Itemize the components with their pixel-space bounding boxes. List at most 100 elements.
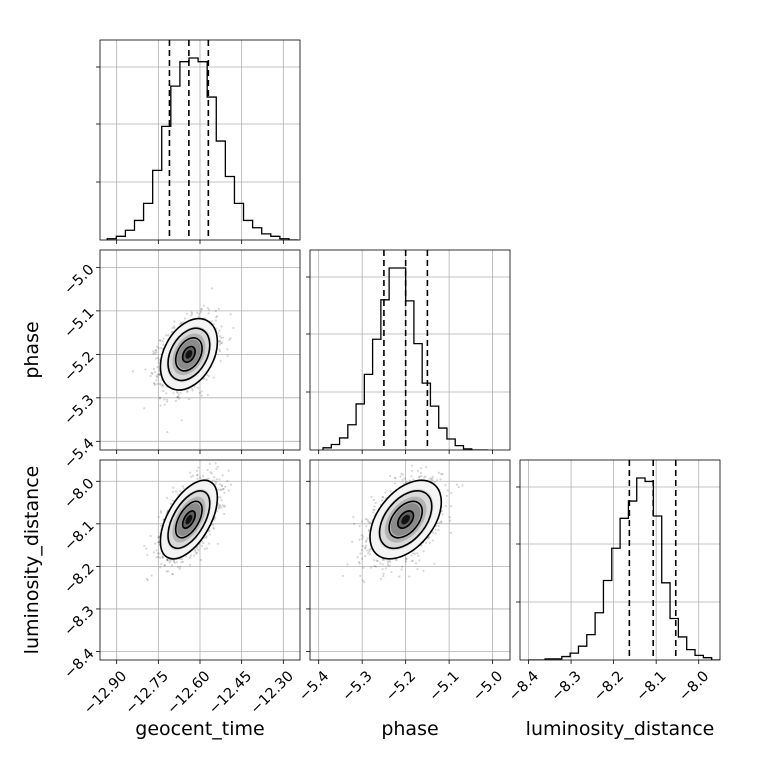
- scatter-point: [364, 547, 367, 550]
- scatter-point: [161, 555, 164, 558]
- scatter-point: [206, 393, 209, 397]
- scatter-point: [165, 558, 169, 562]
- scatter-point: [379, 577, 383, 581]
- scatter-point: [417, 476, 421, 479]
- scatter-point: [152, 382, 156, 385]
- scatter-point: [203, 547, 206, 551]
- scatter-point: [423, 476, 426, 479]
- scatter-point: [210, 320, 214, 323]
- scatter-point: [229, 313, 232, 316]
- axes-frame-2d-phase-vs-luminosity-distance: [309, 459, 511, 661]
- scatter-point: [200, 540, 204, 543]
- scatter-point: [408, 479, 411, 482]
- scatter-point: [449, 504, 453, 508]
- scatter-point: [368, 550, 371, 553]
- scatter-point: [428, 541, 431, 544]
- scatter-point: [176, 390, 179, 393]
- scatter-point: [202, 304, 206, 307]
- scatter-point: [179, 391, 182, 394]
- scatter-point: [381, 499, 384, 502]
- scatter-point: [386, 562, 390, 565]
- scatter-point: [226, 354, 229, 357]
- scatter-point: [157, 536, 160, 539]
- scatter-point: [188, 556, 192, 559]
- scatter-point: [352, 516, 355, 519]
- scatter-point: [181, 560, 184, 563]
- scatter-point: [399, 475, 402, 478]
- scatter-point: [222, 487, 225, 491]
- panel-hist-phase: [310, 250, 510, 450]
- scatter-point: [157, 373, 161, 376]
- x-axis-label-phase: phase: [381, 718, 438, 740]
- scatter-point: [155, 549, 158, 552]
- scatter-point: [440, 473, 443, 476]
- scatter-point: [207, 375, 210, 378]
- scatter-point: [156, 552, 159, 555]
- scatter-point: [215, 467, 218, 470]
- contour-line: [181, 345, 196, 363]
- scatter-point: [180, 419, 183, 422]
- scatter-point: [173, 561, 176, 565]
- scatter-point: [408, 575, 411, 578]
- scatter-point: [222, 487, 225, 491]
- scatter-point: [420, 467, 423, 470]
- scatter-point: [366, 549, 369, 552]
- scatter-point: [205, 536, 208, 539]
- scatter-point: [381, 563, 384, 566]
- scatter-point: [190, 311, 193, 314]
- histogram-step-luminosity_distance: [528, 477, 720, 660]
- scatter-point: [229, 483, 233, 486]
- scatter-point: [384, 491, 387, 494]
- scatter-point: [209, 471, 212, 474]
- scatter-point: [368, 521, 371, 524]
- scatter-point: [208, 308, 211, 311]
- scatter-point: [152, 352, 155, 355]
- scatter-point: [457, 486, 460, 489]
- y-axis-label-phase: phase: [21, 321, 43, 378]
- scatter-point: [159, 404, 162, 407]
- contour-line: [181, 510, 196, 529]
- x-axis-label-luminosity-distance: luminosity_distance: [526, 718, 715, 740]
- scatter-point: [411, 464, 414, 467]
- scatter-point: [364, 544, 367, 547]
- scatter-point: [194, 550, 197, 553]
- scatter-point: [218, 506, 221, 509]
- density-region: [185, 350, 193, 359]
- scatter-point: [176, 391, 179, 394]
- scatter-point: [386, 563, 389, 567]
- scatter-point: [163, 403, 166, 406]
- scatter-point: [205, 535, 208, 538]
- scatter-point: [155, 375, 158, 378]
- scatter-point: [158, 556, 162, 559]
- scatter-point: [153, 383, 156, 387]
- scatter-point: [191, 474, 195, 477]
- scatter-point: [146, 579, 149, 582]
- scatter-point: [178, 397, 181, 400]
- scatter-point: [166, 430, 169, 434]
- scatter-point: [372, 508, 375, 511]
- scatter-point: [367, 552, 370, 555]
- scatter-point: [411, 552, 415, 555]
- scatter-point: [382, 496, 385, 499]
- scatter-point: [414, 562, 418, 565]
- scatter-point: [401, 478, 404, 482]
- scatter-point: [162, 389, 165, 393]
- scatter-point: [216, 315, 219, 318]
- scatter-point: [214, 462, 217, 465]
- scatter-point: [448, 515, 451, 519]
- scatter-point: [198, 391, 201, 395]
- scatter-point: [176, 566, 180, 569]
- scatter-point: [166, 334, 170, 337]
- scatter-point: [370, 495, 373, 498]
- scatter-point: [150, 371, 153, 374]
- scatter-point: [417, 470, 420, 473]
- scatter-point: [219, 336, 223, 339]
- scatter-point: [196, 477, 199, 481]
- scatter-point: [422, 569, 425, 572]
- contour-line: [174, 337, 203, 372]
- scatter-point: [153, 381, 156, 385]
- scatter-point: [425, 465, 428, 469]
- scatter-point: [163, 398, 166, 401]
- scatter-point: [366, 518, 369, 521]
- scatter-point: [218, 335, 221, 338]
